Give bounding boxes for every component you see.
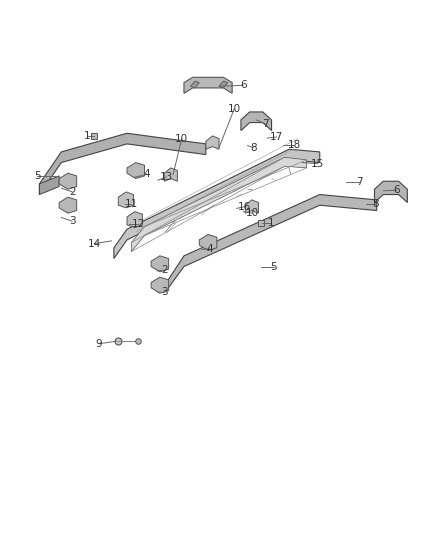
Text: 10: 10: [228, 104, 241, 114]
Polygon shape: [191, 81, 199, 88]
Polygon shape: [59, 197, 77, 213]
Text: 4: 4: [143, 169, 150, 179]
Polygon shape: [166, 195, 377, 290]
Text: 12: 12: [131, 219, 145, 229]
Polygon shape: [127, 163, 145, 179]
Polygon shape: [114, 149, 320, 259]
Text: 8: 8: [250, 143, 257, 152]
Text: 15: 15: [311, 159, 324, 168]
Polygon shape: [245, 200, 258, 213]
Polygon shape: [118, 192, 134, 208]
Polygon shape: [199, 235, 217, 251]
Polygon shape: [219, 81, 228, 88]
Polygon shape: [131, 157, 307, 252]
Text: 11: 11: [125, 199, 138, 209]
Text: 13: 13: [160, 172, 173, 182]
Text: 9: 9: [95, 339, 102, 349]
Text: 3: 3: [161, 287, 168, 297]
Polygon shape: [374, 181, 407, 203]
Polygon shape: [39, 176, 59, 195]
Text: 8: 8: [372, 199, 379, 208]
Polygon shape: [151, 277, 169, 293]
Polygon shape: [151, 256, 169, 272]
Polygon shape: [127, 212, 142, 228]
Text: 4: 4: [206, 244, 213, 254]
Text: 3: 3: [69, 216, 76, 226]
Text: 7: 7: [356, 177, 363, 187]
Text: 17: 17: [270, 132, 283, 142]
Polygon shape: [164, 168, 177, 181]
Text: 6: 6: [393, 185, 400, 195]
Text: 6: 6: [240, 80, 247, 90]
Text: 16: 16: [238, 202, 251, 212]
Text: 10: 10: [246, 208, 259, 218]
Text: 10: 10: [175, 134, 188, 143]
Text: 5: 5: [270, 262, 277, 271]
Text: 2: 2: [161, 265, 168, 275]
Polygon shape: [241, 112, 272, 131]
Text: 5: 5: [34, 171, 41, 181]
Text: 1: 1: [84, 131, 91, 141]
Text: 1: 1: [267, 218, 274, 228]
Text: 18: 18: [288, 140, 301, 150]
Polygon shape: [206, 136, 219, 149]
Polygon shape: [39, 133, 206, 195]
Polygon shape: [184, 77, 232, 93]
Text: 14: 14: [88, 239, 101, 248]
Text: 7: 7: [261, 119, 268, 128]
Polygon shape: [59, 173, 77, 189]
Text: 2: 2: [69, 187, 76, 197]
